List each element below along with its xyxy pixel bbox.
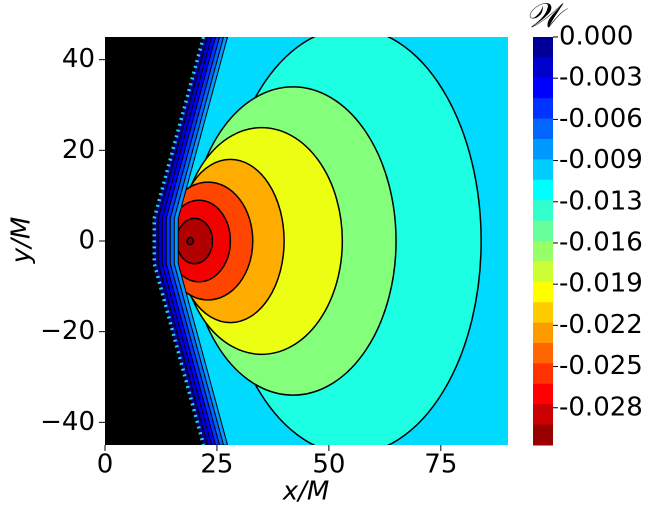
colorbar-band (533, 220, 553, 242)
colorbar-tick-label: -0.022 (559, 310, 643, 340)
colorbar-band (533, 200, 553, 222)
colorbar-tick-label: -0.016 (559, 227, 643, 257)
colorbar-band (533, 343, 553, 364)
colorbar-band (533, 98, 553, 120)
colorbar-tick-label: -0.019 (559, 269, 643, 299)
plot-area (105, 37, 508, 445)
colorbar-tick-label: -0.006 (559, 104, 643, 134)
colorbar-band (533, 281, 553, 303)
y-axis-label: y/M (7, 217, 37, 265)
y-tick-label: −40 (40, 407, 95, 437)
colorbar-tick-label: -0.009 (559, 145, 643, 175)
colorbar-band (533, 261, 553, 283)
colorbar-tick-label: -0.025 (559, 351, 643, 381)
colorbar-band (533, 57, 553, 79)
colorbar-band (533, 322, 553, 344)
colorbar-tick-label: -0.013 (559, 186, 643, 216)
x-axis-label: x/M (282, 477, 330, 507)
y-tick-label: 40 (62, 44, 95, 74)
contour (175, 217, 214, 265)
y-tick-label: 20 (62, 135, 95, 165)
colorbar-band (533, 139, 553, 160)
colorbar-band (533, 179, 553, 201)
colorbar-tick-label: -0.003 (559, 63, 643, 93)
colorbar-band (533, 302, 553, 324)
y-tick-label: −20 (40, 316, 95, 346)
colorbar-band (533, 37, 553, 58)
colorbar-tick-label: 0.000 (559, 22, 633, 52)
colorbar-band (533, 159, 553, 181)
x-tick-label: 75 (424, 450, 457, 480)
x-tick-label: 25 (200, 450, 233, 480)
contour (186, 236, 194, 246)
colorbar-band (533, 424, 553, 446)
colorbar-band (533, 363, 553, 385)
colorbar-band (533, 118, 553, 140)
colorbar-band (533, 383, 553, 405)
x-tick-label: 50 (312, 450, 345, 480)
y-tick-label: 0 (78, 226, 95, 256)
colorbar-band (533, 77, 553, 99)
colorbar-band (533, 404, 553, 426)
colorbar-tick-label: -0.028 (559, 392, 643, 422)
horizon-line (152, 37, 206, 445)
colorbar-band (533, 241, 553, 262)
x-tick-label: 0 (97, 450, 114, 480)
